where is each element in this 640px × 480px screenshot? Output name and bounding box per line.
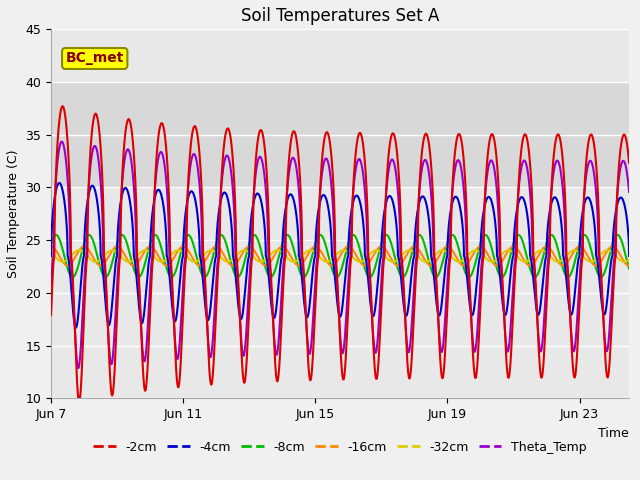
Bar xyxy=(51,82,629,188)
Y-axis label: Soil Temperature (C): Soil Temperature (C) xyxy=(7,150,20,278)
Legend: -2cm, -4cm, -8cm, -16cm, -32cm, Theta_Temp: -2cm, -4cm, -8cm, -16cm, -32cm, Theta_Te… xyxy=(88,435,592,458)
X-axis label: Time: Time xyxy=(598,427,629,440)
Title: Soil Temperatures Set A: Soil Temperatures Set A xyxy=(241,7,439,25)
Text: BC_met: BC_met xyxy=(65,51,124,65)
